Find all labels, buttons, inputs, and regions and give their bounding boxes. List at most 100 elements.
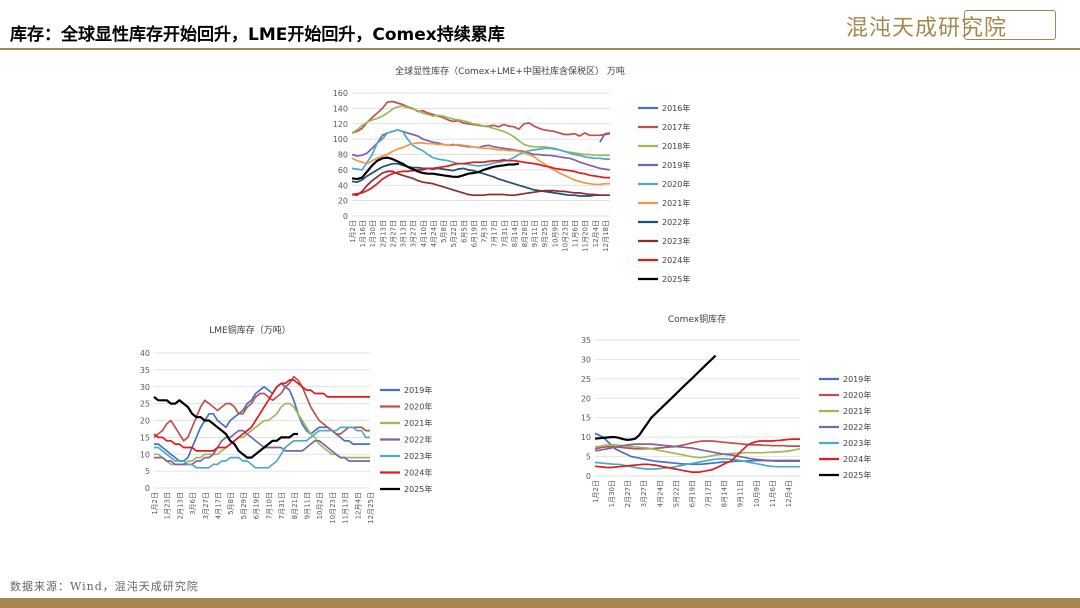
y-tick-label: 5 <box>145 467 150 476</box>
x-tick-label: 8月14日 <box>511 220 519 247</box>
y-tick-label: 100 <box>333 135 348 144</box>
legend-label: 2022年 <box>843 422 871 432</box>
x-tick-label: 9月25日 <box>541 220 549 247</box>
y-tick-label: 140 <box>333 104 348 113</box>
x-tick-label: 1月16日 <box>359 220 367 247</box>
x-tick-label: 1月2日 <box>592 480 600 503</box>
legend-label: 2025年 <box>843 470 871 480</box>
y-tick-label: 40 <box>338 181 348 190</box>
legend-label: 2024年 <box>404 468 432 478</box>
x-tick-label: 7月17日 <box>491 220 499 247</box>
legend-label: 2023年 <box>843 438 871 448</box>
logo-frame <box>964 10 1056 40</box>
x-tick-label: 7月3日 <box>481 220 489 243</box>
legend-label: 2023年 <box>404 451 432 461</box>
chart-svg: LME铜库存（万吨） 0 5 10 15 20 25 30 35 40 1月2日 1月23日 2月13日… <box>140 324 433 524</box>
y-tick-label: 30 <box>581 355 591 364</box>
x-tick-label: 3月27日 <box>640 480 648 507</box>
page-title: 库存：全球显性库存开始回升，LME开始回升，Comex持续累库 <box>10 25 505 45</box>
series-line-2024年 <box>153 379 370 452</box>
x-tick-label: 9月11日 <box>737 480 745 507</box>
comex-inventory-chart: Comex铜库存 0 5 10 15 20 25 30 35 1月2日 1月30日 2月27日 3月27… <box>565 308 885 538</box>
y-tick-label: 5 <box>586 453 591 462</box>
x-tick-label: 3月27日 <box>202 492 210 519</box>
legend-label: 2024年 <box>843 454 871 464</box>
x-tick-label: 8月28日 <box>521 220 529 247</box>
legend-label: 2019年 <box>662 160 690 170</box>
legend-label: 2020年 <box>404 402 432 412</box>
legend-label: 2024年 <box>662 255 690 265</box>
x-tick-label: 6月19日 <box>470 220 478 247</box>
x-tick-label: 1月30日 <box>369 220 377 247</box>
global-inventory-chart: 全球显性库存（Comex+LME+中国社库含保税区） 万吨 0 20 40 60 80 10… <box>320 58 710 288</box>
y-tick-label: 25 <box>581 375 591 384</box>
series-line-2017年 <box>351 100 611 137</box>
series-line-2021年 <box>154 402 370 466</box>
y-tick-label: 40 <box>140 349 150 358</box>
x-tick-label: 11月20日 <box>582 220 590 252</box>
y-tick-label: 120 <box>333 120 348 129</box>
legend-label: 2021年 <box>662 198 690 208</box>
x-tick-label: 5月22日 <box>450 220 458 247</box>
x-tick-label: 10月23日 <box>561 220 569 252</box>
y-tick-label: 10 <box>140 450 150 459</box>
x-tick-label: 7月10日 <box>265 492 273 519</box>
x-tick-label: 9月11日 <box>303 492 311 519</box>
x-tick-label: 12月25日 <box>367 492 375 524</box>
x-tick-label: 4月24日 <box>656 480 664 507</box>
header: 库存：全球显性库存开始回升，LME开始回升，Comex持续累库 混沌天成研究院 <box>0 0 1080 52</box>
x-tick-label: 1月2日 <box>349 220 357 243</box>
chart-title: LME铜库存（万吨） <box>209 324 290 336</box>
x-tick-label: 7月31日 <box>501 220 509 247</box>
x-tick-label: 6月19日 <box>253 492 261 519</box>
x-tick-label: 5月8日 <box>440 220 448 243</box>
y-tick-label: 20 <box>338 197 348 206</box>
legend-label: 2020年 <box>843 390 871 400</box>
legend-label: 2017年 <box>662 122 690 132</box>
legend-label: 2022年 <box>662 217 690 227</box>
x-tick-label: 12月18日 <box>602 220 610 252</box>
legend-label: 2019年 <box>843 374 871 384</box>
legend-label: 2021年 <box>843 406 871 416</box>
y-tick-label: 15 <box>140 433 150 442</box>
series-line-2024年 <box>351 159 610 196</box>
legend-label: 2019年 <box>404 385 432 395</box>
legend-label: 2025年 <box>662 274 690 284</box>
x-tick-label: 3月13日 <box>400 220 408 247</box>
chart-title: 全球显性库存（Comex+LME+中国社库含保税区） 万吨 <box>395 65 625 77</box>
y-tick-label: 15 <box>581 414 591 423</box>
x-tick-label: 8月21日 <box>291 492 299 519</box>
y-tick-label: 30 <box>140 383 150 392</box>
y-tick-label: 35 <box>581 336 591 345</box>
x-tick-label: 5月22日 <box>672 480 680 507</box>
source-note: 数据来源：Wind，混沌天成研究院 <box>10 580 199 593</box>
chart-svg: Comex铜库存 0 5 10 15 20 25 30 35 1月2日 1月30日 2月27日 3月27… <box>581 313 872 507</box>
legend-label: 2022年 <box>404 435 432 445</box>
chart-svg: 全球显性库存（Comex+LME+中国社库含保税区） 万吨 0 20 40 60 80 10… <box>333 65 691 284</box>
legend-label: 2018年 <box>662 141 690 151</box>
x-tick-label: 1月30日 <box>608 480 616 507</box>
chart-title: Comex铜库存 <box>668 313 726 325</box>
x-tick-label: 4月10日 <box>420 220 428 247</box>
x-tick-label: 12月4日 <box>354 492 362 519</box>
y-tick-label: 60 <box>338 166 348 175</box>
x-tick-label: 11月6日 <box>572 220 580 247</box>
x-tick-label: 11月6日 <box>769 480 777 507</box>
series-line-2020年 <box>351 129 610 171</box>
y-tick-label: 20 <box>140 417 150 426</box>
x-tick-label: 10月2日 <box>316 492 324 519</box>
series-line-2020年 <box>594 440 800 450</box>
x-tick-label: 2月13日 <box>379 220 387 247</box>
x-tick-label: 10月9日 <box>551 220 559 247</box>
y-tick-label: 160 <box>333 89 348 98</box>
x-tick-label: 10月9日 <box>753 480 761 507</box>
series-line-2021年 <box>594 444 801 459</box>
legend-label: 2020年 <box>662 179 690 189</box>
series-line-2025年 <box>153 396 298 459</box>
x-tick-label: 8月14日 <box>721 480 729 507</box>
x-tick-label: 9月11日 <box>531 220 539 247</box>
series-line-2020年 <box>153 375 370 442</box>
x-tick-label: 4月24日 <box>430 220 438 247</box>
legend-label: 2021年 <box>404 418 432 428</box>
y-tick-label: 25 <box>140 400 150 409</box>
